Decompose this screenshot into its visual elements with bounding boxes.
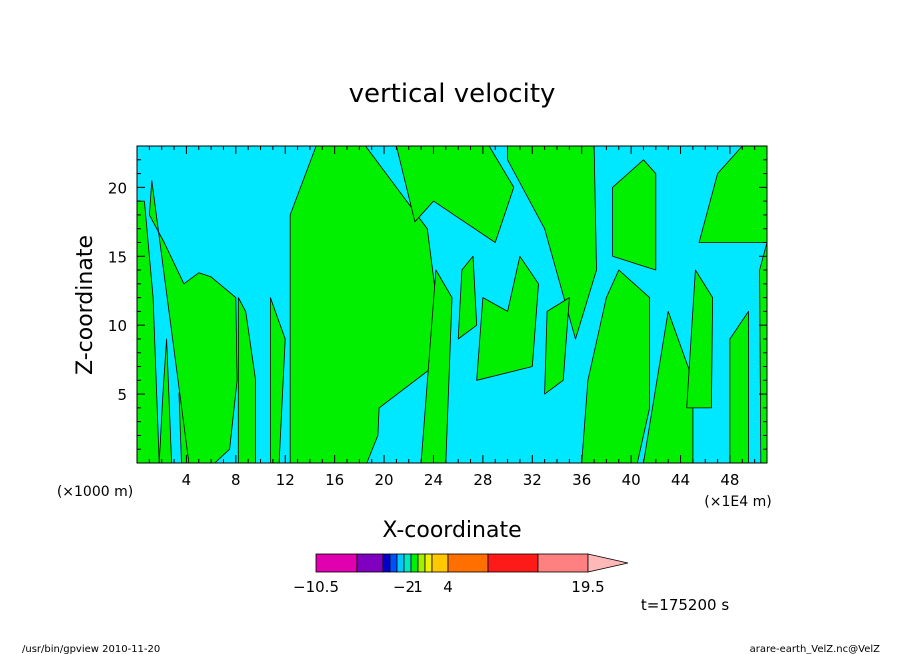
x-unit-left: (×1000 m) (57, 484, 133, 500)
x-tick-label-1: 8 (231, 471, 241, 489)
contour-regions (136, 145, 768, 464)
plot-frame (136, 145, 768, 464)
y-axis-label: Z-coordinate (73, 235, 98, 375)
colorbar-label-0: −10.5 (293, 578, 339, 596)
colorbar (315, 553, 629, 573)
x-tick-label-11: 48 (720, 471, 739, 489)
colorbar-arrow (587, 553, 629, 573)
x-tick-label-8: 36 (572, 471, 591, 489)
colorbar-segment-12 (537, 553, 589, 573)
colorbar-segment-2 (382, 553, 391, 573)
x-tick-label-5: 24 (424, 471, 443, 489)
chart-title: vertical velocity (349, 79, 556, 109)
colorbar-label-1: −2 (393, 578, 415, 596)
colorbar-labels: −10.5 −21 4 19.5 (293, 578, 605, 596)
footer-right: arare-earth_VelZ.nc@VelZ (750, 644, 881, 654)
x-axis-label: X-coordinate (382, 518, 521, 543)
colorbar-segment-7 (417, 553, 426, 573)
plot-area (136, 145, 768, 464)
x-axis-ticks: 4 8 12 16 20 24 28 32 36 40 44 48 (148, 146, 756, 489)
x-tick-label-4: 20 (375, 471, 394, 489)
green-region-12 (544, 297, 570, 395)
colorbar-segment-10 (447, 553, 489, 573)
colorbar-segment-3 (389, 553, 398, 573)
colorbar-segment-0 (315, 553, 358, 573)
y-tick-label-3: 20 (108, 179, 127, 197)
y-tick-label-2: 15 (108, 248, 127, 266)
x-tick-label-9: 40 (622, 471, 641, 489)
y-axis-ticks: 5 10 15 20 (108, 159, 767, 450)
x-tick-label-0: 4 (182, 471, 192, 489)
y-tick-label-0: 5 (117, 386, 127, 404)
x-tick-label-10: 44 (671, 471, 690, 489)
colorbar-segment-1 (356, 553, 384, 573)
footer-left: /usr/bin/gpview 2010-11-20 (22, 644, 160, 654)
green-region-14 (612, 159, 657, 271)
green-region-9 (457, 255, 478, 340)
colorbar-label-2: 1 (413, 578, 423, 596)
green-region-3 (148, 180, 238, 464)
x-unit-right: (×1E4 m) (704, 494, 771, 510)
green-region-16 (686, 269, 713, 409)
green-region-13 (581, 269, 650, 464)
time-label: t=175200 s (641, 596, 729, 614)
x-tick-label-2: 12 (276, 471, 295, 489)
colorbar-segment-9 (431, 553, 449, 573)
y-tick-label-1: 10 (108, 317, 127, 335)
colorbar-label-3: 4 (443, 578, 453, 596)
colorbar-segment-8 (424, 553, 433, 573)
colorbar-segment-4 (396, 553, 405, 573)
green-region-10 (476, 255, 539, 381)
x-tick-label-3: 16 (325, 471, 344, 489)
colorbar-segment-5 (403, 553, 412, 573)
colorbar-segment-6 (410, 553, 419, 573)
x-tick-label-6: 28 (473, 471, 492, 489)
x-tick-label-7: 32 (523, 471, 542, 489)
colorbar-segment-11 (487, 553, 539, 573)
colorbar-label-4: 19.5 (571, 578, 604, 596)
